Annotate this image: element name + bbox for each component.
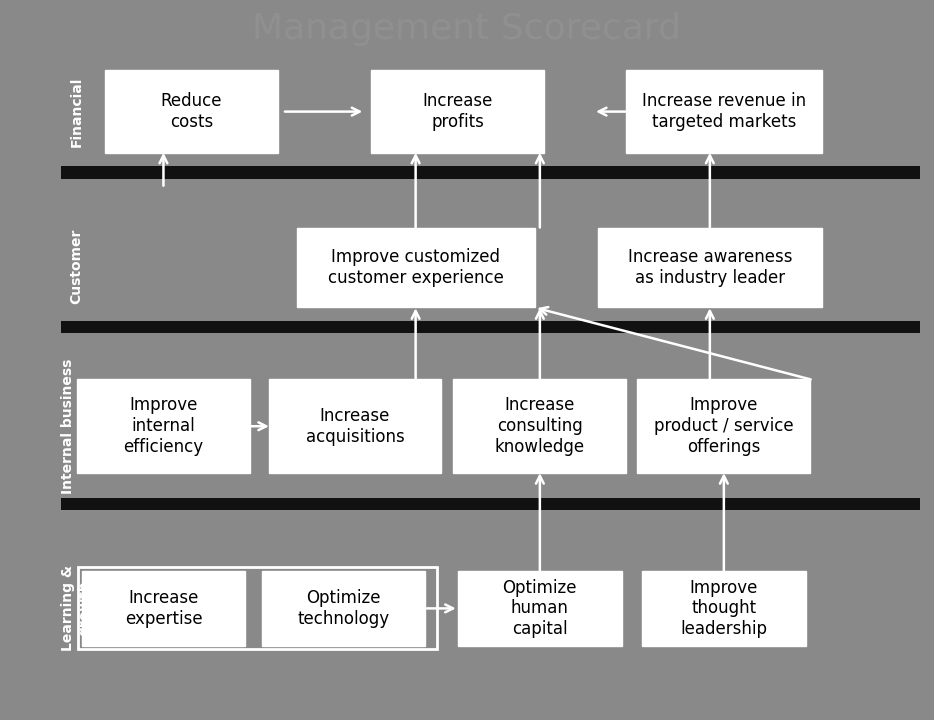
Text: Improve
internal
efficiency: Improve internal efficiency (123, 397, 204, 456)
Bar (297, 228, 535, 307)
Text: Improve
thought
leadership: Improve thought leadership (680, 579, 768, 638)
Bar (454, 379, 626, 473)
Text: Increase
expertise: Increase expertise (124, 589, 203, 628)
Bar (372, 71, 545, 153)
Bar (61, 321, 920, 333)
Bar (626, 71, 822, 153)
Bar (61, 166, 920, 179)
Text: Learning &
growth: Learning & growth (62, 565, 92, 652)
Bar (61, 36, 920, 176)
Text: Improve
product / service
offerings: Improve product / service offerings (654, 397, 794, 456)
Bar (78, 567, 437, 649)
Bar (262, 570, 425, 647)
Bar (269, 379, 441, 473)
Text: Customer: Customer (70, 229, 83, 304)
Bar (105, 71, 278, 153)
Bar (61, 342, 920, 508)
Bar (458, 570, 622, 647)
Text: Management Scorecard: Management Scorecard (252, 12, 682, 46)
Bar (638, 379, 811, 473)
Text: Increase
profits: Increase profits (422, 92, 493, 131)
Text: Reduce
costs: Reduce costs (161, 92, 222, 131)
Bar (61, 518, 920, 677)
Text: Financial: Financial (70, 76, 83, 147)
Text: Improve customized
customer experience: Improve customized customer experience (328, 248, 503, 287)
Text: Optimize
human
capital: Optimize human capital (502, 579, 577, 638)
Text: Increase revenue in
targeted markets: Increase revenue in targeted markets (642, 92, 806, 131)
Bar (61, 498, 920, 510)
Bar (643, 570, 805, 647)
Bar (598, 228, 822, 307)
Text: Increase awareness
as industry leader: Increase awareness as industry leader (628, 248, 792, 287)
Text: Internal business
process: Internal business process (62, 359, 92, 494)
Text: Optimize
technology: Optimize technology (298, 589, 389, 628)
Text: Increase
acquisitions: Increase acquisitions (305, 407, 404, 446)
Bar (61, 191, 920, 331)
Text: Increase
consulting
knowledge: Increase consulting knowledge (495, 397, 585, 456)
Bar (82, 570, 245, 647)
Bar (77, 379, 249, 473)
